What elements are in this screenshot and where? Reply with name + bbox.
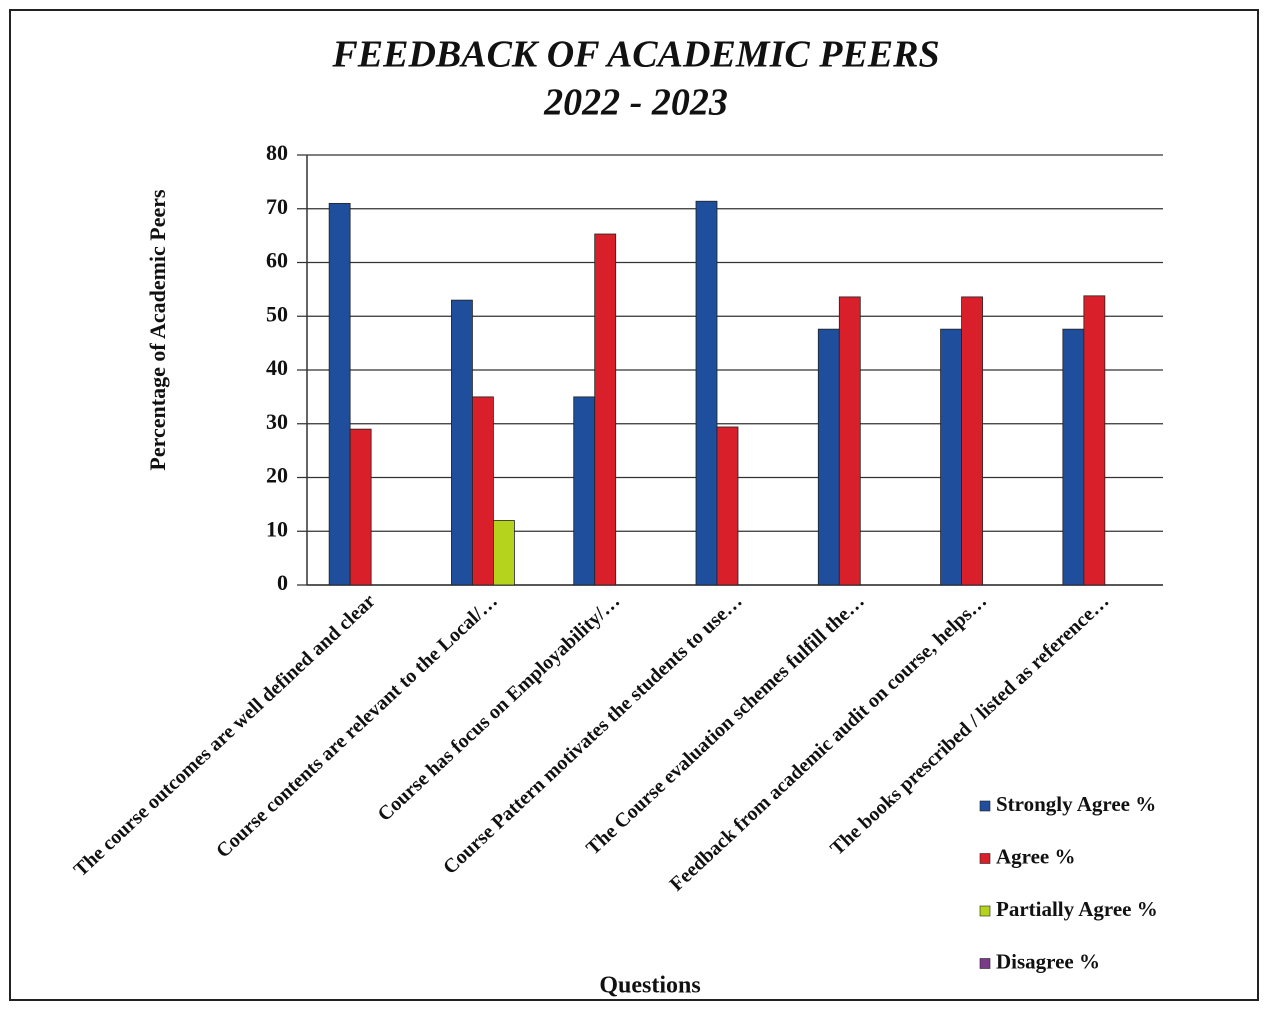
bar [838, 296, 861, 586]
bar [1062, 328, 1085, 586]
bar [573, 396, 596, 586]
bar [451, 299, 473, 586]
y-axis-title: Percentage of Academic Peers [145, 189, 170, 471]
x-tick-label: The books prescribed / listed as referen… [826, 590, 1113, 860]
y-tick-label: 20 [266, 463, 288, 488]
legend-label: Strongly Agree % [996, 792, 1156, 816]
y-tick-label: 50 [266, 301, 288, 326]
y-tick-label: 40 [266, 355, 288, 380]
bar [349, 428, 372, 586]
bar [817, 328, 840, 586]
bar [472, 396, 494, 586]
y-tick-label: 60 [266, 248, 288, 273]
bar [328, 202, 351, 586]
x-tick-label: Course has focus on Employability/… [374, 590, 625, 826]
chart-subtitle: 2022 - 2023 [543, 82, 728, 124]
bar [716, 426, 739, 586]
x-tick-label: The Course evaluation schemes fulfill th… [582, 590, 869, 860]
y-tick-label: 30 [266, 409, 288, 434]
bar [493, 520, 515, 586]
bar [1083, 295, 1106, 586]
bar [594, 233, 617, 586]
chart-title: FEEDBACK OF ACADEMIC PEERS [331, 34, 939, 76]
legend-swatch [979, 905, 991, 917]
legend-swatch [979, 853, 991, 864]
y-tick-label: 0 [277, 570, 288, 595]
bar [940, 328, 962, 586]
frame [9, 9, 1259, 1001]
x-tick-label: Course contents are relevant to the Loca… [212, 590, 502, 862]
legend-label: Disagree % [996, 949, 1100, 973]
bar [695, 200, 718, 586]
legend-label: Agree % [996, 844, 1076, 868]
y-tick-label: 80 [266, 140, 288, 165]
legend-label: Partially Agree % [996, 897, 1158, 921]
bar [961, 296, 983, 586]
legend-swatch [979, 958, 991, 969]
y-tick-label: 70 [266, 194, 288, 219]
x-axis-title: Questions [599, 973, 700, 999]
y-tick-label: 10 [266, 516, 288, 541]
legend-swatch [979, 800, 991, 812]
